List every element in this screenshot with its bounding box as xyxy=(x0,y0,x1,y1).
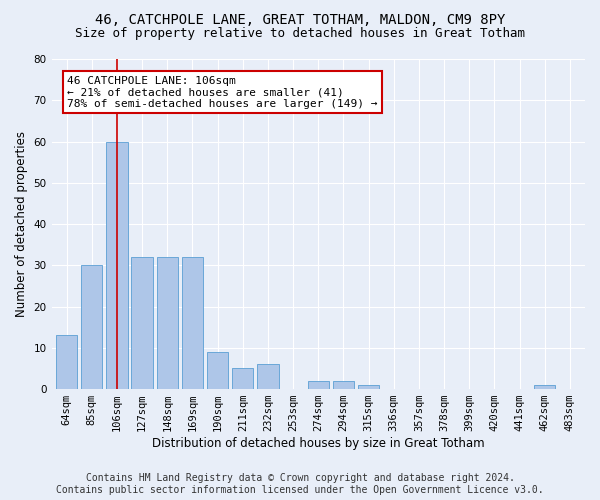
Bar xyxy=(106,142,128,389)
Bar xyxy=(257,364,278,389)
Text: 46 CATCHPOLE LANE: 106sqm
← 21% of detached houses are smaller (41)
78% of semi-: 46 CATCHPOLE LANE: 106sqm ← 21% of detac… xyxy=(67,76,377,108)
Text: 46, CATCHPOLE LANE, GREAT TOTHAM, MALDON, CM9 8PY: 46, CATCHPOLE LANE, GREAT TOTHAM, MALDON… xyxy=(95,12,505,26)
Bar xyxy=(333,381,354,389)
Bar xyxy=(232,368,253,389)
Bar xyxy=(131,257,153,389)
Text: Size of property relative to detached houses in Great Totham: Size of property relative to detached ho… xyxy=(75,28,525,40)
Bar xyxy=(182,257,203,389)
Bar xyxy=(56,336,77,389)
Bar xyxy=(81,266,103,389)
Text: Contains HM Land Registry data © Crown copyright and database right 2024.
Contai: Contains HM Land Registry data © Crown c… xyxy=(56,474,544,495)
Bar xyxy=(308,381,329,389)
Y-axis label: Number of detached properties: Number of detached properties xyxy=(15,131,28,317)
Bar xyxy=(534,385,556,389)
Bar xyxy=(157,257,178,389)
Bar xyxy=(207,352,229,389)
X-axis label: Distribution of detached houses by size in Great Totham: Distribution of detached houses by size … xyxy=(152,437,485,450)
Bar xyxy=(358,385,379,389)
